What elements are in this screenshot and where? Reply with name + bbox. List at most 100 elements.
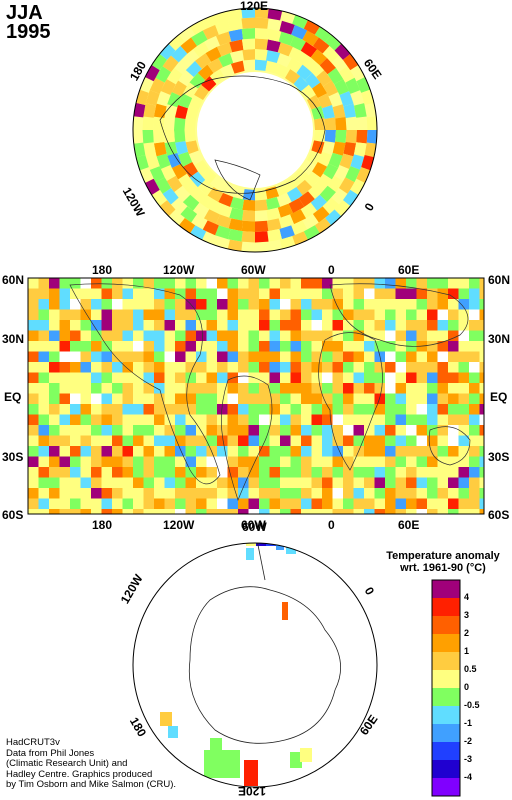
- grid-cell: [133, 393, 144, 405]
- grid-cell: [458, 425, 470, 436]
- grid-cell: [164, 498, 176, 510]
- polar-cell: [191, 30, 208, 47]
- grid-cell: [227, 467, 239, 478]
- grid-cell: [59, 404, 71, 415]
- grid-cell: [217, 330, 228, 342]
- polar-cell: [145, 90, 160, 106]
- polar-cell: [167, 152, 182, 169]
- polar-cell: [285, 175, 301, 192]
- grid-cell: [175, 414, 186, 426]
- grid-cell: [395, 320, 407, 331]
- polar-cell: [188, 94, 204, 110]
- grid-cell: [416, 362, 428, 373]
- grid-cell: [133, 278, 144, 289]
- grid-cell: [196, 288, 207, 300]
- grid-cell: [80, 488, 92, 499]
- polar-cell: [197, 64, 214, 81]
- grid-cell: [38, 278, 50, 289]
- grid-cell: [374, 446, 386, 457]
- grid-cell: [59, 456, 71, 468]
- grid-cell: [80, 330, 92, 342]
- grid-cell: [385, 383, 396, 394]
- grid-cell: [217, 488, 228, 499]
- grid-cell: [101, 309, 113, 321]
- grid-cell: [269, 362, 281, 373]
- polar-cell: [215, 31, 232, 46]
- grid-cell: [322, 372, 333, 384]
- grid-cell: [416, 320, 428, 331]
- legend-color-swatch: [432, 724, 460, 742]
- grid-cell: [353, 330, 365, 342]
- polar-cell: [317, 151, 333, 167]
- grid-cell: [427, 330, 438, 342]
- grid-cell: [133, 404, 144, 415]
- grid-cell: [364, 467, 375, 478]
- grid-cell: [437, 425, 449, 436]
- grid-cell: [364, 498, 375, 510]
- polar-cell: [210, 738, 222, 750]
- grid-cell: [175, 383, 186, 394]
- polar-cell: [308, 60, 325, 77]
- grid-cell: [175, 372, 186, 384]
- grid-cell: [322, 467, 333, 478]
- polar-cell: [209, 68, 225, 85]
- grid-cell: [133, 362, 144, 373]
- grid-cell: [395, 414, 407, 426]
- grid-cell: [227, 509, 239, 514]
- grid-cell: [416, 404, 428, 415]
- grid-cell: [49, 498, 60, 510]
- grid-cell: [28, 330, 39, 342]
- grid-cell: [175, 393, 186, 405]
- grid-cell: [248, 446, 260, 457]
- polar-cell: [242, 189, 255, 201]
- grid-cell: [227, 351, 239, 363]
- grid-cell: [217, 435, 228, 447]
- grid-cell: [227, 320, 239, 331]
- grid-cell: [164, 288, 176, 300]
- grid-cell: [70, 341, 81, 352]
- polar-cell: [177, 93, 193, 109]
- grid-cell: [479, 372, 484, 384]
- grid-cell: [458, 509, 470, 514]
- grid-cell: [448, 383, 459, 394]
- grid-cell: [70, 278, 81, 289]
- legend-title-line2: wrt. 1961-90 (°C): [400, 562, 486, 574]
- grid-cell: [80, 299, 92, 310]
- grid-cell: [269, 288, 281, 300]
- grid-cell: [185, 467, 197, 478]
- grid-cell: [301, 477, 312, 489]
- grid-cell: [458, 456, 470, 468]
- grid-cell: [143, 435, 155, 447]
- grid-cell: [248, 330, 260, 342]
- polar-cell: [255, 38, 269, 50]
- grid-cell: [70, 425, 81, 436]
- grid-cell: [322, 330, 333, 342]
- grid-cell: [175, 362, 186, 373]
- polar-cell: [316, 173, 332, 190]
- grid-cell: [290, 425, 302, 436]
- grid-cell: [206, 488, 218, 499]
- grid-cell: [395, 393, 407, 405]
- grid-cell: [154, 446, 165, 457]
- grid-cell: [259, 341, 270, 352]
- grid-cell: [364, 278, 375, 289]
- grid-cell: [206, 341, 218, 352]
- polar-cell: [143, 103, 156, 118]
- grid-cell: [259, 288, 270, 300]
- grid-cell: [227, 446, 239, 457]
- grid-cell: [80, 425, 92, 436]
- grid-cell: [154, 351, 165, 363]
- grid-cell: [80, 498, 92, 510]
- grid-cell: [469, 425, 480, 436]
- grid-cell: [59, 498, 71, 510]
- grid-cell: [364, 383, 375, 394]
- grid-cell: [385, 425, 396, 436]
- grid-cell: [448, 330, 459, 342]
- grid-cell: [301, 309, 312, 321]
- grid-cell: [143, 309, 155, 321]
- polar-cell: [278, 214, 295, 229]
- credit-line2: Data from Phil Jones: [6, 747, 95, 759]
- grid-cell: [311, 278, 323, 289]
- grid-cell: [122, 372, 134, 384]
- grid-cell: [217, 362, 228, 373]
